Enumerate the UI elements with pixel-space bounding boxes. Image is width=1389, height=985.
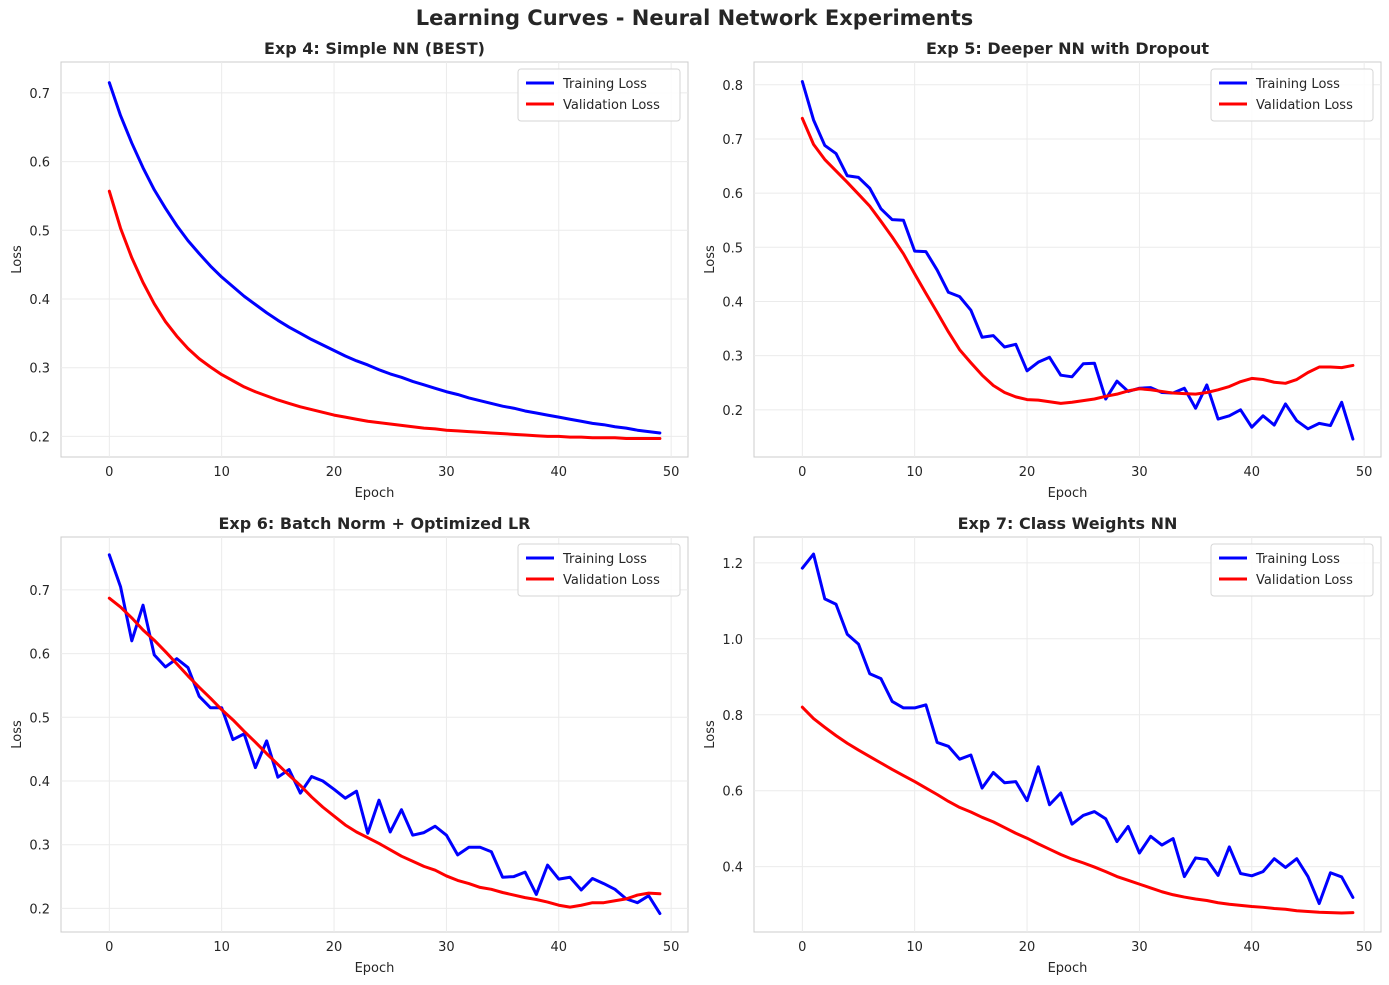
plot-area: [753, 536, 1382, 933]
legend-box: [1210, 543, 1374, 597]
series-line-training: [800, 80, 1355, 441]
y-tick-label: 0.6: [29, 648, 50, 663]
subplot-title: Exp 4: Simple NN (BEST): [264, 39, 485, 58]
x-tick-label: 30: [438, 940, 455, 955]
y-tick-label: 0.7: [29, 584, 50, 599]
subplot-2: 0 10 20 30 40 50 0.2 0.3 0.4 0.5 0.6 0.7 0.8 Epoch Los…: [703, 39, 1382, 501]
x-axis-label: Epoch: [1048, 961, 1088, 976]
legend-box: [517, 68, 681, 122]
x-tick-label: 10: [906, 940, 923, 955]
subplot-title: Exp 6: Batch Norm + Optimized LR: [219, 514, 531, 533]
x-axis-label: Epoch: [355, 961, 395, 976]
x-tick-label: 20: [1019, 465, 1036, 480]
x-axis-label: Epoch: [355, 486, 395, 501]
x-tick-label: 40: [551, 940, 568, 955]
x-tick-label: 20: [1019, 940, 1036, 955]
x-tick-label: 0: [798, 465, 806, 480]
plot-area: [60, 536, 689, 933]
y-tick-label: 1.2: [722, 557, 743, 572]
y-tick-label: 0.7: [722, 133, 743, 148]
x-tick-label: 40: [1244, 465, 1261, 480]
x-tick-label: 10: [906, 465, 923, 480]
y-tick-label: 1.0: [722, 633, 743, 648]
y-tick-label: 0.8: [722, 79, 743, 94]
y-tick-label: 0.2: [29, 430, 50, 445]
y-tick-label: 0.2: [29, 902, 50, 917]
subplot-3: 0 10 20 30 40 50 0.2 0.3 0.4 0.5 0.6 0.7 Epoch Loss Ex…: [10, 514, 689, 976]
x-tick-label: 30: [1131, 940, 1148, 955]
y-tick-label: 0.5: [29, 711, 50, 726]
subplot-4: 0 10 20 30 40 50 0.4 0.6 0.8 1.0 1.2 Epoch Loss Exp 7…: [703, 514, 1382, 976]
legend-label: Training Loss: [562, 552, 647, 567]
plot-area: [753, 61, 1382, 458]
y-tick-label: 0.2: [722, 404, 743, 419]
series-line-validation: [107, 596, 662, 909]
x-axis-label: Epoch: [1048, 486, 1088, 501]
legend-label: Training Loss: [1255, 77, 1340, 92]
series-line-training: [800, 552, 1355, 906]
y-axis-label: Loss: [10, 245, 25, 274]
y-tick-label: 0.4: [29, 775, 50, 790]
y-tick-label: 0.4: [29, 293, 50, 308]
subplot-title: Exp 5: Deeper NN with Dropout: [926, 39, 1209, 58]
plot-area: [60, 61, 689, 458]
subplot-1: 0 10 20 30 40 50 0.2 0.3 0.4 0.5 0.6 0.7 Epoch Loss Ex…: [10, 39, 689, 501]
x-tick-label: 0: [798, 940, 806, 955]
x-tick-label: 50: [663, 465, 680, 480]
x-tick-label: 0: [105, 940, 113, 955]
y-tick-label: 0.5: [29, 224, 50, 239]
y-tick-label: 0.3: [29, 362, 50, 377]
x-tick-label: 50: [663, 940, 680, 955]
y-tick-label: 0.3: [722, 350, 743, 365]
y-axis-label: Loss: [703, 720, 718, 749]
x-tick-label: 10: [213, 940, 230, 955]
figure-title: Learning Curves - Neural Network Experim…: [415, 6, 974, 30]
y-tick-label: 0.6: [722, 785, 743, 800]
y-tick-label: 0.8: [722, 709, 743, 724]
legend: Training Loss Validation Loss: [517, 68, 681, 122]
x-tick-label: 40: [551, 465, 568, 480]
legend: Training Loss Validation Loss: [517, 543, 681, 597]
y-axis-label: Loss: [10, 720, 25, 749]
y-tick-label: 0.4: [722, 861, 743, 876]
series-line-training: [107, 81, 662, 435]
legend-label: Validation Loss: [1256, 98, 1353, 113]
series-line-training: [107, 553, 662, 916]
legend: Training Loss Validation Loss: [1210, 543, 1374, 597]
x-tick-label: 50: [1356, 465, 1373, 480]
y-tick-label: 0.4: [722, 295, 743, 310]
legend-label: Validation Loss: [563, 573, 660, 588]
legend-label: Validation Loss: [1256, 573, 1353, 588]
series-line-validation: [107, 189, 662, 440]
series-line-validation: [800, 705, 1355, 915]
legend-label: Training Loss: [562, 77, 647, 92]
legend-label: Training Loss: [1255, 552, 1340, 567]
legend-box: [1210, 68, 1374, 122]
y-tick-label: 0.5: [722, 241, 743, 256]
y-tick-label: 0.7: [29, 87, 50, 102]
x-tick-label: 50: [1356, 940, 1373, 955]
y-tick-label: 0.6: [29, 156, 50, 171]
series-line-validation: [800, 116, 1355, 405]
legend-label: Validation Loss: [563, 98, 660, 113]
x-tick-label: 20: [326, 940, 343, 955]
subplot-title: Exp 7: Class Weights NN: [958, 514, 1178, 533]
y-tick-label: 0.6: [722, 187, 743, 202]
x-tick-label: 0: [105, 465, 113, 480]
x-tick-label: 10: [213, 465, 230, 480]
legend: Training Loss Validation Loss: [1210, 68, 1374, 122]
y-axis-label: Loss: [703, 245, 718, 274]
x-tick-label: 40: [1244, 940, 1261, 955]
x-tick-label: 30: [1131, 465, 1148, 480]
x-tick-label: 30: [438, 465, 455, 480]
y-tick-label: 0.3: [29, 839, 50, 854]
legend-box: [517, 543, 681, 597]
x-tick-label: 20: [326, 465, 343, 480]
